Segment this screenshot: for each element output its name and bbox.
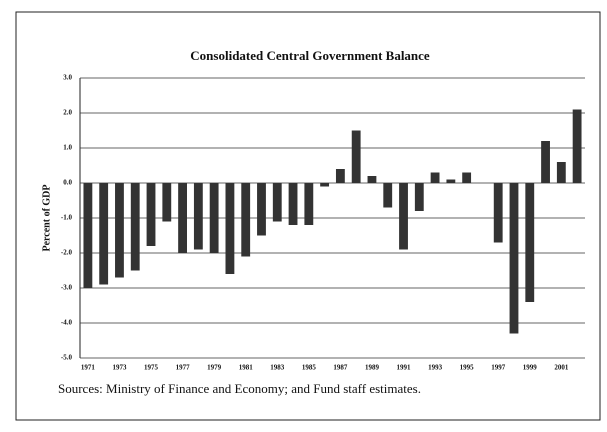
bar — [383, 183, 393, 208]
bar — [130, 183, 140, 271]
bar — [335, 169, 345, 183]
bar — [367, 176, 377, 183]
x-tick-label: 1991 — [397, 364, 412, 372]
bar — [288, 183, 298, 225]
bar — [304, 183, 314, 225]
bar — [462, 172, 472, 183]
x-tick-label: 1997 — [491, 364, 506, 372]
bar — [525, 183, 535, 302]
x-tick-label: 1987 — [333, 364, 348, 372]
y-tick-label: 1.0 — [63, 144, 72, 152]
bar — [162, 183, 172, 222]
bar — [493, 183, 503, 243]
bar — [272, 183, 282, 222]
x-tick-label: 1993 — [428, 364, 443, 372]
y-tick-label: 0.0 — [63, 179, 72, 187]
bar — [430, 172, 440, 183]
bar — [193, 183, 203, 250]
y-tick-label: 2.0 — [63, 109, 72, 117]
bar — [146, 183, 156, 246]
bar — [225, 183, 235, 274]
bar — [414, 183, 424, 211]
x-tick-label: 1971 — [81, 364, 96, 372]
bar — [241, 183, 251, 257]
chart-title: Consolidated Central Government Balance — [190, 48, 430, 63]
x-tick-label: 1977 — [176, 364, 191, 372]
bar — [83, 183, 93, 288]
y-tick-label: -1.0 — [61, 214, 73, 222]
bar — [399, 183, 408, 250]
x-tick-label: 1995 — [460, 364, 475, 372]
x-tick-label: 1985 — [302, 364, 317, 372]
x-tick-label: 2001 — [554, 364, 569, 372]
x-tick-label: 1983 — [270, 364, 285, 372]
bar — [351, 130, 361, 183]
x-tick-label: 1981 — [239, 364, 254, 372]
y-tick-label: 3.0 — [63, 74, 72, 82]
x-tick-label: 1999 — [523, 364, 538, 372]
bar — [446, 179, 456, 183]
bar — [178, 183, 187, 253]
y-tick-label: -3.0 — [61, 284, 73, 292]
x-tick-label: 1979 — [207, 364, 222, 372]
bar — [556, 162, 566, 183]
x-tick-label: 1989 — [365, 364, 380, 372]
y-tick-label: -5.0 — [61, 354, 73, 362]
y-axis-label: Percent of GDP — [41, 184, 52, 251]
bar — [320, 183, 330, 187]
x-tick-label: 1973 — [112, 364, 127, 372]
bar — [209, 183, 219, 253]
bar — [509, 183, 519, 334]
frame — [15, 11, 601, 421]
source-note: Sources: Ministry of Finance and Economy… — [58, 381, 421, 396]
bar — [541, 141, 550, 183]
bar — [572, 109, 582, 183]
x-tick-label: 1975 — [144, 364, 159, 372]
bar — [99, 183, 109, 285]
bar — [115, 183, 124, 278]
y-tick-label: -4.0 — [61, 319, 73, 327]
bar — [257, 183, 266, 236]
y-tick-label: -2.0 — [61, 249, 73, 257]
